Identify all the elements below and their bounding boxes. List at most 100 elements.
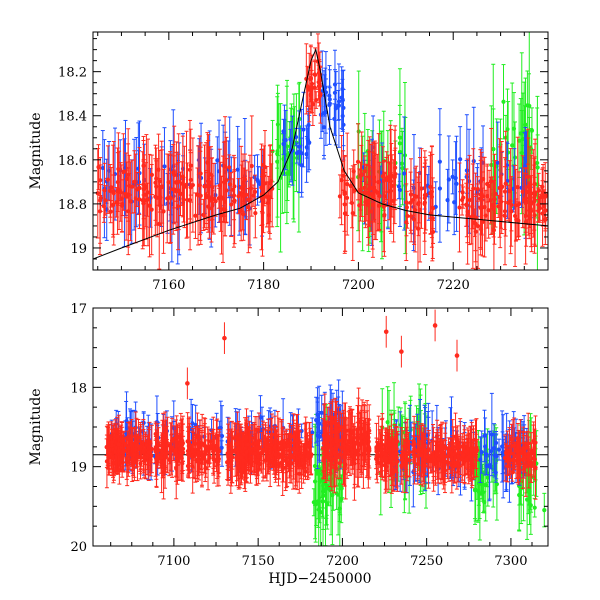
data-point-red (188, 128, 193, 203)
data-point-red (434, 434, 440, 474)
data-point-green (501, 64, 506, 140)
y-tick-label: 17 (70, 302, 87, 317)
data-point-blue (316, 413, 321, 433)
data-point-red (156, 427, 161, 463)
series-red (95, 33, 548, 270)
x-tick-label: 7200 (342, 278, 375, 293)
data-point-blue (396, 173, 402, 200)
data-point-red (515, 438, 520, 465)
x-tick-label: 7250 (410, 554, 443, 569)
data-point-red (148, 443, 153, 477)
outlier-point (454, 339, 460, 372)
y-tick-label: 18.8 (58, 198, 87, 213)
data-point-red (184, 130, 189, 239)
data-point-red (190, 137, 195, 233)
data-point-red (328, 416, 333, 474)
data-point-red (299, 445, 304, 468)
data-point-red (229, 172, 234, 238)
data-point-red (337, 174, 343, 219)
data-point-red (120, 191, 125, 217)
data-point-red (141, 428, 146, 474)
data-point-red (412, 193, 417, 245)
data-point-red (422, 166, 427, 242)
data-point-red (411, 183, 416, 217)
outlier-point (222, 322, 227, 355)
data-point-red (258, 455, 263, 472)
data-point-green (542, 492, 547, 528)
data-point-red (137, 147, 142, 230)
data-point-blue (479, 430, 484, 474)
data-point-red (214, 419, 219, 473)
data-point-red (291, 419, 296, 480)
data-point-red (427, 454, 433, 468)
data-point-red (457, 162, 462, 253)
data-point-red (279, 421, 284, 474)
data-point-red (248, 450, 254, 473)
outlier-point (383, 315, 389, 348)
data-point-red (512, 417, 517, 474)
data-point-red (117, 175, 122, 204)
data-point-red (345, 439, 350, 456)
data-point-red (253, 187, 258, 239)
x-tick-label: 7180 (247, 278, 280, 293)
data-point-red (165, 153, 170, 244)
data-point-red (195, 145, 201, 246)
data-point-red (251, 184, 256, 207)
bottom-axes: 7100 7150 7200 7250 7300 17 18 19 20 (70, 302, 548, 569)
data-point-blue (327, 85, 332, 106)
data-point-red (156, 133, 161, 206)
top-panel: 7160 7180 7200 7220 18.2 18.4 18.6 18.8 19 Magni… (28, 31, 549, 293)
data-point-red (404, 190, 409, 224)
data-point-red (233, 423, 238, 477)
data-point-red (297, 430, 303, 455)
data-point-blue (310, 417, 315, 448)
data-point-red (383, 427, 388, 482)
data-point-red (366, 418, 371, 489)
bottom-plot-area (93, 309, 548, 546)
data-point-red (419, 425, 424, 486)
data-point-red (171, 155, 176, 190)
data-point-red (236, 445, 241, 488)
data-point-red (337, 411, 342, 449)
data-point-blue (219, 405, 225, 467)
data-point-blue (445, 168, 450, 232)
data-point-red (416, 436, 421, 466)
data-point-red (523, 167, 528, 265)
data-point-red (369, 199, 374, 224)
data-point-red (532, 184, 537, 217)
data-point-blue (488, 433, 494, 470)
data-point-red (374, 445, 380, 465)
data-point-red (227, 154, 232, 181)
data-point-red (384, 156, 389, 201)
x-tick-label: 7150 (242, 554, 275, 569)
data-point-red (206, 175, 212, 221)
data-point-red (506, 451, 511, 468)
data-point-red (198, 146, 203, 245)
data-point-red (276, 444, 281, 487)
data-point-red (130, 159, 135, 214)
data-point-red (256, 428, 261, 485)
data-point-blue (317, 411, 322, 463)
data-point-blue (495, 121, 500, 205)
data-point-red (163, 436, 168, 470)
data-point-red (527, 182, 532, 240)
data-point-blue (340, 70, 345, 131)
data-point-red (263, 422, 268, 479)
data-point-red (465, 187, 470, 244)
data-point-red (392, 149, 397, 206)
data-point-red (358, 425, 363, 450)
data-point-blue (494, 433, 499, 480)
data-point-green (494, 447, 499, 521)
data-point-blue (301, 91, 306, 168)
data-point-red (289, 441, 294, 469)
data-point-red (470, 183, 475, 230)
data-point-blue (215, 136, 220, 185)
data-point-red (426, 438, 431, 462)
data-point-blue (282, 104, 287, 176)
data-point-red (127, 154, 132, 236)
data-point-red (469, 421, 474, 479)
data-point-red (240, 160, 245, 231)
data-point-red (344, 179, 350, 216)
data-point-red (236, 178, 241, 215)
data-point-red (174, 163, 179, 202)
